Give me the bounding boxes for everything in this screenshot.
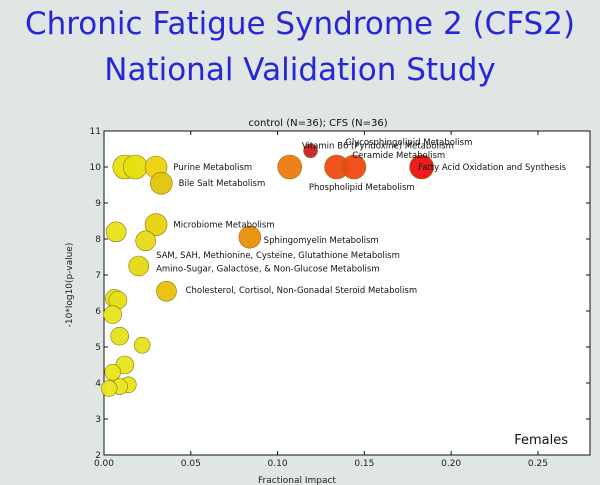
data-point [303, 143, 318, 159]
slide-title-line-2: National Validation Study [104, 52, 496, 88]
point-annotation: Glycosphingolipid Metabolism [345, 138, 472, 148]
data-point [100, 380, 118, 397]
data-point [156, 280, 177, 302]
data-point [104, 363, 121, 381]
point-annotation: Sphingomyelin Metabolism [264, 236, 379, 246]
y-tick-label: 7 [95, 271, 101, 281]
data-point [105, 221, 127, 243]
x-axis-label: Fractional Impact [258, 476, 336, 485]
corner-label-females: Females [514, 433, 568, 448]
y-tick-label: 5 [95, 343, 101, 353]
slide-title-line-1: Chronic Fatigue Syndrome 2 (CFS2) [24, 6, 576, 42]
data-point [409, 154, 434, 180]
data-point [135, 230, 156, 252]
y-tick-label: 11 [90, 127, 101, 137]
data-point [128, 255, 150, 277]
x-tick-label: 0.00 [94, 459, 114, 469]
point-annotation: Purine Metabolism [173, 163, 252, 173]
data-point [122, 154, 148, 180]
y-tick-label: 9 [95, 199, 101, 209]
x-tick-label: 0.20 [441, 459, 461, 469]
point-annotation: Phospholipid Metabolism [309, 183, 415, 193]
point-annotation: Microbiome Metabolism [173, 221, 274, 231]
x-tick-label: 0.25 [528, 459, 548, 469]
data-point [341, 154, 367, 180]
data-point [238, 225, 262, 249]
y-tick-label: 10 [90, 163, 102, 173]
data-point [144, 213, 168, 236]
data-point [133, 336, 151, 354]
y-tick-label: 6 [95, 307, 101, 317]
x-tick-label: 0.15 [354, 459, 374, 469]
data-point [103, 305, 122, 324]
data-point [149, 171, 173, 195]
plot-frame [103, 130, 591, 456]
point-annotation: Ceramide Metabolism [352, 151, 445, 161]
point-annotation: Cholesterol, Cortisol, Non-Gonadal Stero… [186, 286, 418, 296]
data-point [277, 154, 303, 180]
y-tick-label: 3 [95, 415, 101, 425]
y-tick-label: 2 [95, 451, 101, 461]
x-tick-label: 0.10 [268, 459, 288, 469]
point-annotation: Amino-Sugar, Galactose, & Non-Glucose Me… [156, 265, 380, 275]
x-tick-label: 0.05 [181, 459, 201, 469]
point-annotation: Vitamin B6 (Pyridoxine) Metabolism [302, 141, 454, 151]
chart-title: control (N=36); CFS (N=36) [248, 118, 387, 129]
y-tick-label: 4 [95, 379, 101, 389]
point-annotation: Fatty Acid Oxidation and Synthesis [418, 163, 566, 173]
y-axis-label: -10*log10(p-value) [65, 243, 75, 328]
point-annotation: SAM, SAH, Methionine, Cysteine, Glutathi… [156, 251, 400, 261]
point-annotation: Bile Salt Metabolism [179, 179, 266, 189]
y-tick-label: 8 [95, 235, 101, 245]
data-point [110, 326, 129, 346]
plot-area: 0.00 0.05 0.10 0.15 0.20 0.25 2 3 4 5 6 7 8 9 10 11 Vita… [90, 127, 591, 469]
